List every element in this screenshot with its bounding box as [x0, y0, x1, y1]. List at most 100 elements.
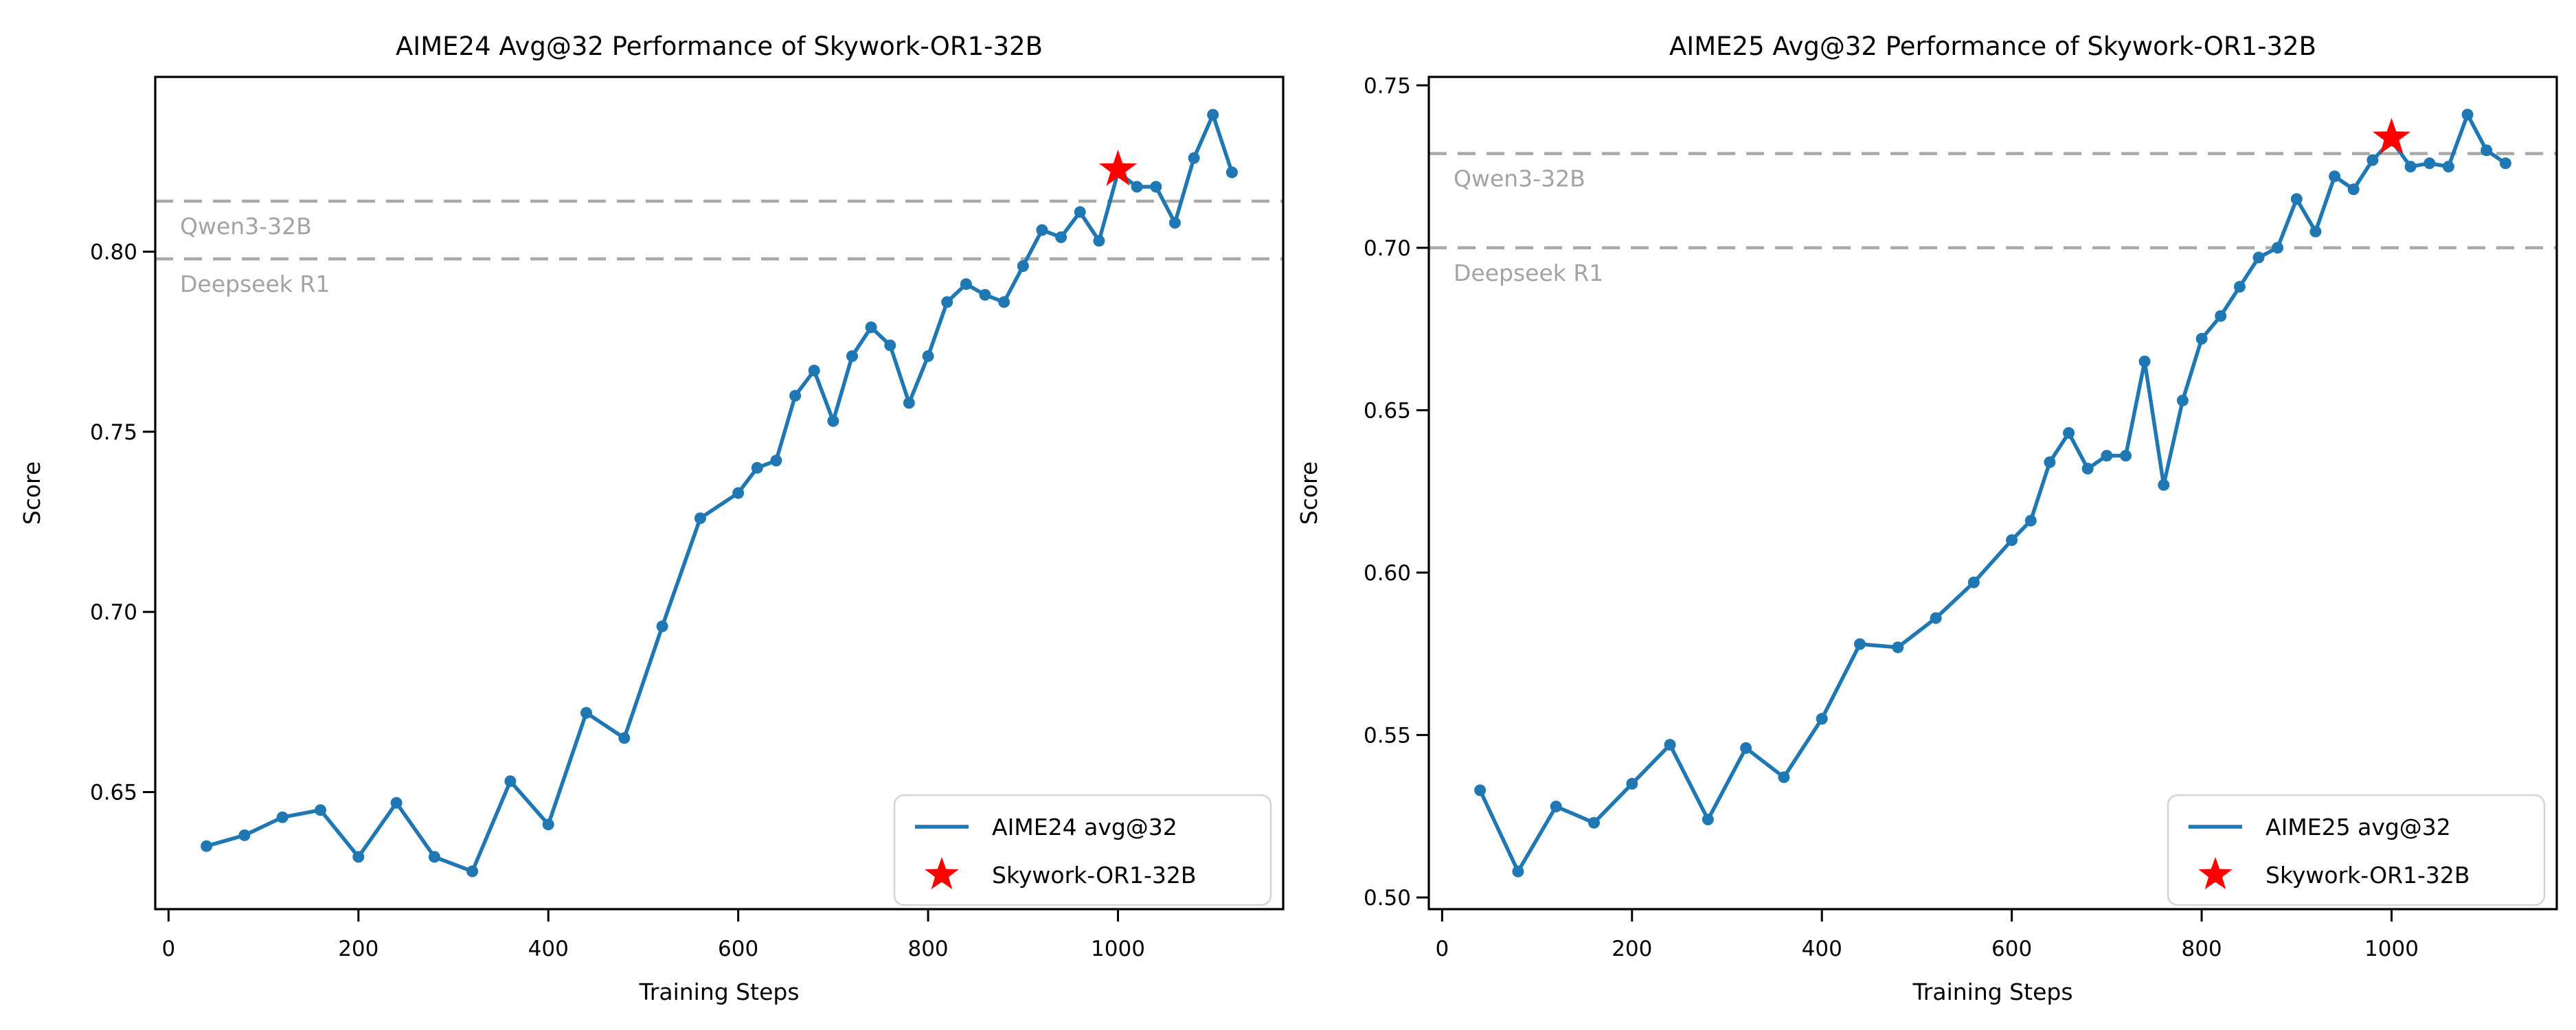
data-point [770, 455, 782, 467]
x-tick-label: 800 [907, 937, 948, 961]
data-point [998, 296, 1010, 308]
data-point [201, 840, 213, 852]
data-point [1854, 638, 1866, 650]
data-point [1168, 217, 1181, 229]
series-line [1478, 113, 2508, 873]
data-point [865, 321, 877, 334]
x-axis-label: Training Steps [638, 978, 799, 1005]
data-point [1512, 865, 1524, 878]
star-marker [2372, 117, 2411, 154]
data-point [504, 775, 517, 788]
star-marker [1098, 150, 1138, 186]
data-point [2024, 514, 2037, 527]
data-point [1207, 108, 1219, 121]
data-point [2138, 355, 2151, 367]
data-point [1188, 152, 1200, 164]
y-axis-label: Score [1296, 461, 1322, 525]
data-point [315, 804, 326, 816]
data-point [2481, 144, 2493, 157]
data-point [1740, 742, 1752, 754]
data-point [808, 365, 820, 377]
x-tick-label: 400 [528, 937, 569, 961]
data-point [2215, 310, 2227, 322]
data-point [694, 512, 706, 525]
data-point [466, 865, 479, 878]
plot-box [1427, 76, 2558, 911]
baseline-label: Qwen3-32B [1454, 165, 1585, 192]
chart-aime25: AIME25 Avg@32 Performance of Skywork-OR1… [1296, 32, 2558, 1005]
x-tick-label: 600 [1991, 937, 2032, 961]
data-point [618, 732, 631, 744]
y-tick-label: 0.75 [1364, 73, 1411, 98]
data-point [352, 851, 365, 863]
y-tick-label: 0.70 [90, 600, 137, 625]
data-point [2442, 161, 2454, 173]
legend-star-icon [925, 857, 959, 889]
data-point [789, 389, 802, 402]
data-point [922, 350, 934, 363]
data-point [580, 707, 592, 719]
y-tick-label: 0.80 [90, 240, 137, 264]
data-point [1225, 166, 1238, 179]
x-axis-label: Training Steps [1912, 978, 2072, 1005]
data-point [2101, 450, 2113, 462]
data-point [732, 487, 745, 499]
data-point [884, 339, 896, 352]
x-tick-label: 1000 [2364, 937, 2419, 961]
data-point [1816, 713, 1828, 725]
data-point [2006, 534, 2018, 547]
data-point [2499, 157, 2511, 170]
data-point [960, 278, 972, 290]
data-point [428, 851, 440, 863]
data-point [2272, 242, 2284, 254]
y-tick-label: 0.60 [1364, 561, 1411, 586]
chart-aime24: AIME24 Avg@32 Performance of Skywork-OR1… [19, 32, 1285, 1005]
data-point [390, 797, 403, 809]
x-tick-label: 1000 [1091, 937, 1145, 961]
baseline-label: Qwen3-32B [180, 213, 312, 240]
data-point [2309, 225, 2322, 238]
data-point [1093, 235, 1105, 247]
data-point [1778, 771, 1790, 783]
x-tick-label: 400 [1802, 937, 1842, 961]
y-tick-label: 0.70 [1364, 236, 1411, 261]
data-point [2120, 450, 2132, 462]
legend-label-series: AIME25 avg@32 [2266, 814, 2451, 840]
legend-label-star: Skywork-OR1-32B [2266, 862, 2470, 889]
legend-star-icon [2198, 857, 2233, 889]
data-point [1626, 777, 1638, 790]
data-point [2233, 281, 2246, 293]
data-point [276, 811, 289, 823]
data-point [2424, 157, 2436, 170]
data-point [979, 288, 991, 301]
x-tick-label: 0 [161, 937, 175, 961]
data-point [2347, 183, 2360, 196]
y-axis-label: Score [19, 461, 45, 525]
x-tick-label: 200 [338, 937, 379, 961]
x-tick-label: 600 [718, 937, 758, 961]
data-point [2044, 456, 2056, 468]
x-tick-label: 0 [1435, 937, 1449, 961]
data-point [2176, 394, 2189, 407]
data-point [1055, 231, 1067, 243]
data-point [2252, 251, 2265, 264]
chart-title: AIME25 Avg@32 Performance of Skywork-OR1… [1669, 32, 2316, 61]
baseline-label: Deepseek R1 [1454, 260, 1603, 286]
chart-title: AIME24 Avg@32 Performance of Skywork-OR1… [396, 32, 1043, 61]
series-line [204, 113, 1234, 873]
data-point [1664, 739, 1676, 751]
plot-box [154, 76, 1285, 911]
data-point [2195, 332, 2208, 345]
x-tick-label: 200 [1612, 937, 1652, 961]
data-point [1017, 260, 1029, 272]
y-tick-label: 0.65 [1364, 398, 1411, 423]
data-point [1474, 784, 1487, 797]
data-point [1892, 641, 1904, 654]
x-tick-label: 800 [2181, 937, 2222, 961]
y-tick-label: 0.55 [1364, 723, 1411, 748]
legend-box [893, 794, 1272, 906]
data-point [2290, 193, 2303, 205]
data-point [2366, 154, 2379, 166]
data-point [903, 397, 915, 409]
